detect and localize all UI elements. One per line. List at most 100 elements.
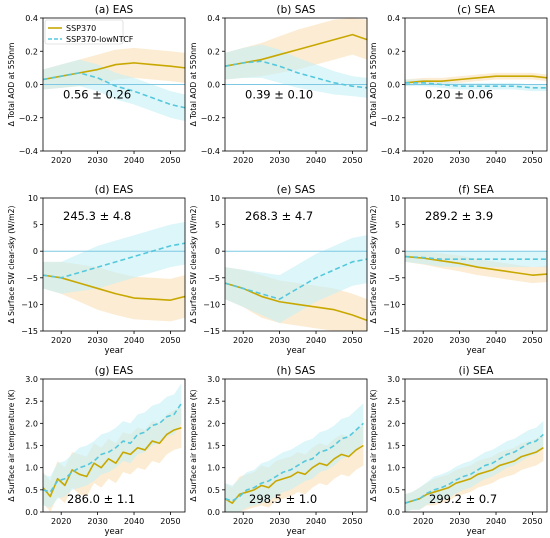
- series-line-ssp370: [404, 75, 548, 84]
- series-line-ssp370: [224, 282, 368, 322]
- panel-3: 2020 2030 2040 2050 −0.4 −0.2 0.0 0.2 0.4 (c) SEA…: [369, 4, 548, 165]
- y-tick-label: 3.0: [25, 375, 38, 384]
- panel-title: (i) SEA: [459, 365, 495, 377]
- y-axis-label: Δ Surface SW clear-sky (W/m2): [7, 206, 16, 324]
- y-tick-label: −5: [208, 274, 220, 283]
- y-tick-label: 0.0: [387, 81, 400, 90]
- panel-annotation: 286.0 ± 1.1: [67, 492, 135, 506]
- x-axis-label: year: [467, 346, 486, 356]
- x-tick-label: 2020: [51, 156, 71, 165]
- y-axis-label: Δ Surface SW clear-sky (W/m2): [369, 206, 378, 324]
- x-tick-label: 2020: [413, 517, 433, 526]
- panel-annotation: 0.20 ± 0.06: [425, 88, 493, 102]
- panel-title: (b) SAS: [277, 4, 316, 16]
- y-tick-label: −0.2: [19, 114, 38, 123]
- y-tick-label: 3.0: [387, 375, 400, 384]
- x-axis-label: year: [467, 527, 486, 537]
- series-line-ssp370-lowntcf: [42, 72, 186, 109]
- x-tick-label: 2020: [233, 156, 253, 165]
- y-tick-label: 0: [33, 247, 38, 256]
- y-tick-label: 1.5: [387, 442, 400, 451]
- axes-frame: [42, 197, 186, 332]
- panel-annotation: 299.2 ± 0.7: [429, 492, 497, 506]
- panel-title: (f) SEA: [458, 184, 495, 196]
- panel-1: 2020 2030 2040 2050 −0.4 −0.2 0.0 0.2 0.4 (a) EAS…: [7, 4, 186, 165]
- y-axis-label: Δ Surface air temperature (K): [369, 389, 378, 501]
- y-tick-label: −5: [26, 274, 38, 283]
- x-tick-label: 2030: [87, 336, 107, 345]
- x-tick-label: 2020: [413, 156, 433, 165]
- y-tick-label: −10: [21, 300, 38, 309]
- band-lownticf: [405, 79, 547, 92]
- x-tick-label: 2040: [486, 517, 506, 526]
- x-tick-label: 2050: [522, 156, 542, 165]
- y-axis-label: Δ Total AOD at 550nm: [369, 43, 378, 127]
- y-tick-label: 10: [210, 194, 220, 203]
- y-tick-label: −5: [388, 274, 400, 283]
- series-line-ssp370: [42, 427, 182, 498]
- y-tick-label: 0.0: [207, 81, 220, 90]
- series-line-ssp370-lowntcf: [404, 255, 547, 260]
- panel-9: 2020 2030 2040 2050 0.0 0.5 1.0 1.5 2.0 2.5 3.0 (i)…: [369, 365, 548, 537]
- y-tick-label: 3.0: [207, 375, 220, 384]
- x-tick-label: 2050: [342, 517, 362, 526]
- x-tick-label: 2030: [269, 156, 289, 165]
- axes-frame: [404, 197, 548, 332]
- panel-annotation: 0.39 ± 0.10: [245, 88, 313, 102]
- y-tick-label: 1.5: [25, 442, 38, 451]
- panel-title: (a) EAS: [95, 4, 134, 16]
- series-line-ssp370: [42, 274, 186, 301]
- x-tick-label: 2040: [124, 156, 144, 165]
- y-tick-label: 1.0: [25, 464, 38, 473]
- band-lownticf: [225, 235, 367, 324]
- y-tick-label: −0.4: [201, 147, 220, 156]
- y-tick-label: −10: [383, 300, 400, 309]
- y-tick-label: 5: [215, 221, 220, 230]
- panel-annotation: 298.5 ± 1.0: [249, 492, 317, 506]
- legend-label: SSP370: [66, 24, 96, 33]
- x-tick-label: 2020: [233, 336, 253, 345]
- x-tick-label: 2030: [449, 156, 469, 165]
- y-tick-label: 0.2: [25, 47, 38, 56]
- y-axis-label: Δ Surface air temperature (K): [7, 389, 16, 501]
- series-line-ssp370-lowntcf: [224, 60, 368, 89]
- x-tick-label: 2030: [269, 517, 289, 526]
- y-tick-label: 0: [395, 247, 400, 256]
- panel-8: 2020 2030 2040 2050 0.0 0.5 1.0 1.5 2.0 2.5 3.0 (h)…: [189, 365, 368, 537]
- x-tick-label: 2040: [306, 336, 326, 345]
- y-tick-label: −0.2: [201, 114, 220, 123]
- x-axis-label: year: [105, 346, 124, 356]
- x-tick-label: 2030: [449, 517, 469, 526]
- axes-frame: [224, 197, 368, 332]
- y-axis-label: Δ Total AOD at 550nm: [7, 43, 16, 127]
- x-tick-label: 2050: [342, 336, 362, 345]
- series-line-ssp370-lowntcf: [404, 433, 544, 504]
- x-tick-label: 2040: [124, 336, 144, 345]
- legend: SSP370 SSP370-lowNTCF: [44, 19, 134, 45]
- y-tick-label: 10: [390, 194, 400, 203]
- y-tick-label: 0.4: [25, 14, 38, 23]
- y-tick-label: 0: [215, 247, 220, 256]
- y-tick-label: 0.5: [25, 486, 38, 495]
- y-tick-label: 2.0: [207, 419, 220, 428]
- x-tick-label: 2050: [160, 156, 180, 165]
- y-axis-label: Δ Total AOD at 550nm: [189, 43, 198, 127]
- y-tick-label: −15: [383, 327, 400, 336]
- series-line-ssp370: [224, 444, 364, 504]
- x-tick-label: 2040: [486, 156, 506, 165]
- y-tick-label: 2.5: [25, 397, 38, 406]
- x-axis-label: year: [287, 346, 306, 356]
- y-tick-label: 2.5: [387, 397, 400, 406]
- y-tick-label: −0.2: [381, 114, 400, 123]
- band-lownticf: [43, 383, 182, 508]
- y-tick-label: −0.4: [19, 147, 38, 156]
- y-tick-label: 2.0: [387, 419, 400, 428]
- band-lownticf: [405, 251, 547, 268]
- y-tick-label: 0.0: [25, 81, 38, 90]
- y-tick-label: 0.4: [387, 14, 400, 23]
- x-tick-label: 2050: [342, 156, 362, 165]
- y-axis-label: Δ Surface air temperature (K): [189, 389, 198, 501]
- y-tick-label: 0.4: [207, 14, 220, 23]
- y-tick-label: −10: [203, 300, 220, 309]
